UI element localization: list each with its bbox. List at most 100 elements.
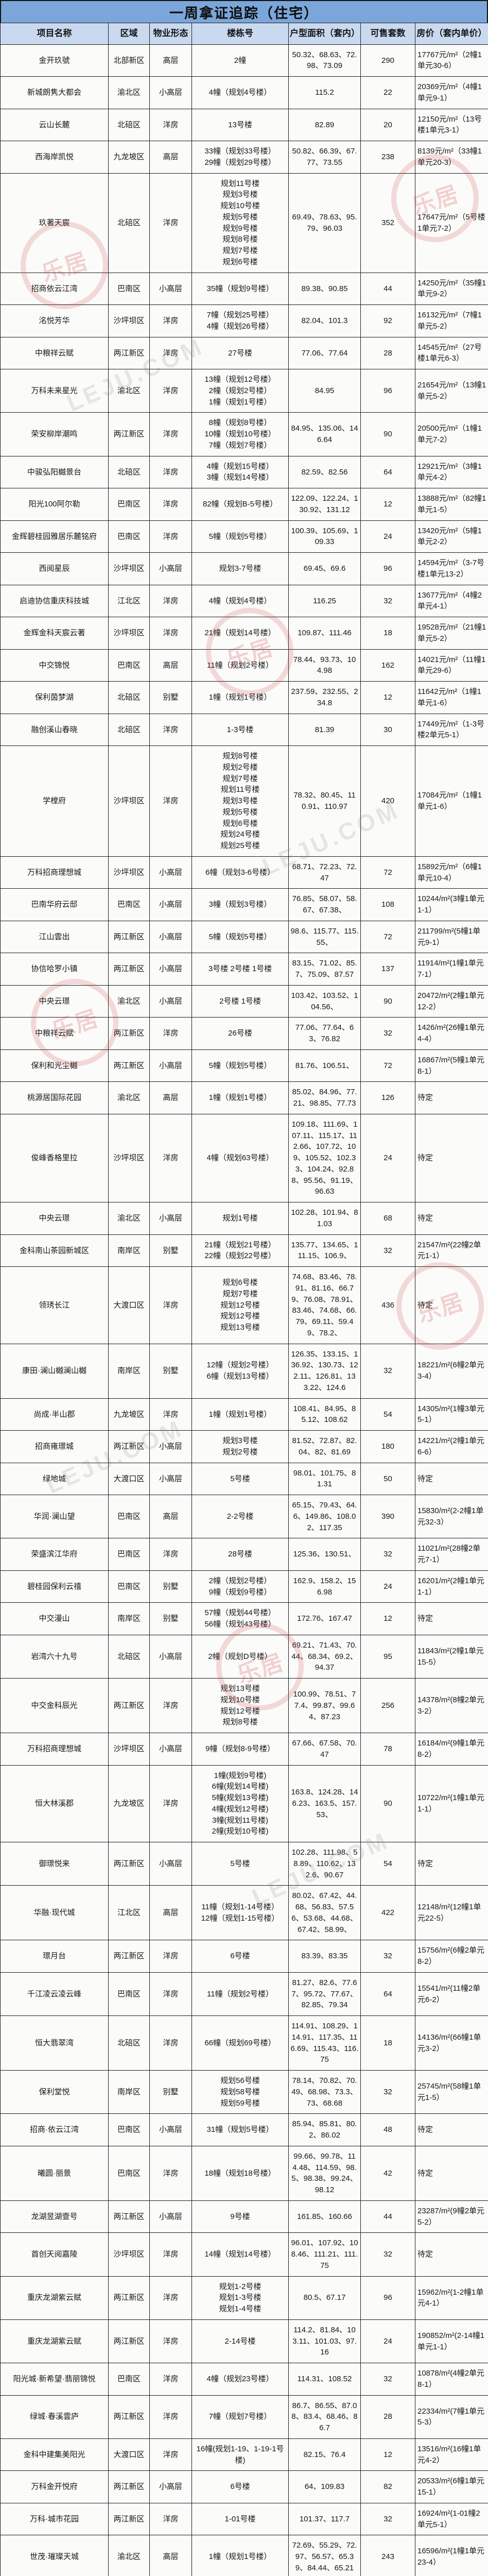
unit-area-cell: 161.85、160.66	[289, 2200, 361, 2233]
unit-area-cell: 172.76、167.47	[289, 1603, 361, 1635]
sellable-units-cell: 44	[361, 273, 415, 305]
unit-area-cell: 162.9、158.2、156.98	[289, 1570, 361, 1603]
header-project-name: 项目名称	[1, 23, 109, 45]
project-name-cell: 金科中建集美阳光	[1, 2438, 109, 2471]
unit-area-cell: 116.25	[289, 585, 361, 617]
property-type-cell: 洋房	[150, 1972, 192, 2015]
region-cell: 两江新区	[109, 2276, 150, 2319]
region-cell: 北碚区	[109, 1635, 150, 1678]
table-row: 金开玖號 北部新区 高层 2幢 50.32、68.63、72.98、73.09 …	[1, 44, 488, 77]
property-type-cell: 洋房	[150, 2233, 192, 2276]
region-cell: 沙坪坝区	[109, 553, 150, 585]
project-name-cell: 融创溪山春晓	[1, 714, 109, 746]
price-cell: 10244/m²(3幢1单元1-1）	[415, 889, 488, 921]
sellable-units-cell: 30	[361, 714, 415, 746]
sellable-units-cell: 64	[361, 1972, 415, 2015]
unit-area-cell: 80.02、67.42、44.68、56.83、57.56、53.68、44.6…	[289, 1886, 361, 1940]
price-cell: 16596/m²(1幢1单元23-4）	[415, 2535, 488, 2576]
project-name-cell: 招商依云江湾	[1, 273, 109, 305]
sellable-units-cell: 54	[361, 1842, 415, 1886]
unit-area-cell: 76.85、58.07、58.67、67.38、	[289, 889, 361, 921]
unit-area-cell: 100.39、105.69、109.33	[289, 520, 361, 553]
project-name-cell: 西海岸凯悦	[1, 141, 109, 174]
unit-area-cell: 102.28、111.98、58.89、110.62、132.6、90.67	[289, 1842, 361, 1886]
property-type-cell: 小高层	[150, 985, 192, 1018]
property-type-cell: 洋房	[150, 617, 192, 650]
sellable-units-cell: 42	[361, 2146, 415, 2200]
sellable-units-cell: 72	[361, 856, 415, 889]
price-cell: 20533/m²(6幢1单元15-1）	[415, 2471, 488, 2503]
sellable-units-cell: 32	[361, 2363, 415, 2396]
region-cell: 沙坪坝区	[109, 2233, 150, 2276]
property-type-cell: 小高层	[150, 553, 192, 585]
table-row: 华润·澜山望 巴南区 高层 2-2号楼 65.15、79.43、64.6、149…	[1, 1495, 488, 1538]
unit-area-cell: 98.01、101.75、81.31	[289, 1463, 361, 1495]
building-number-cell: 5幢（规划5号楼）	[192, 520, 289, 553]
price-cell: 11021/m²(28幢2单元7-1）	[415, 1538, 488, 1571]
project-name-cell: 中交金科辰光	[1, 1679, 109, 1733]
region-cell: 两江新区	[109, 2471, 150, 2503]
table-row: 俊峰香格里拉 沙坪坝区 洋房 4幢（规划63号楼） 109.18、111.69、…	[1, 1114, 488, 1202]
region-cell: 九龙坡区	[109, 141, 150, 174]
region-cell: 江北区	[109, 585, 150, 617]
property-type-cell: 洋房	[150, 585, 192, 617]
building-number-cell: 31幢（规划5号楼）	[192, 2114, 289, 2146]
project-name-cell: 华融·现代城	[1, 1886, 109, 1940]
table-row: 恒大翡翠湾 北碚区 洋房 66幢（规划69号楼） 114.91、108.29、1…	[1, 2016, 488, 2071]
region-cell: 北碚区	[109, 173, 150, 273]
project-name-cell: 江山雲出	[1, 921, 109, 953]
table-row: 中交锦悦 巴南区 高层 11幢（规划2号楼） 78.44、93.73、104.9…	[1, 649, 488, 682]
project-name-cell: 万科金开悦府	[1, 2471, 109, 2503]
sellable-units-cell: 352	[361, 173, 415, 273]
region-cell: 沙坪坝区	[109, 1114, 150, 1202]
building-number-cell: 13幢（规划12号楼）2幢（规划2号楼）1幢（规划1号楼）	[192, 369, 289, 413]
sellable-units-cell: 238	[361, 141, 415, 174]
sellable-units-cell: 12	[361, 682, 415, 714]
project-name-cell: 俊峰香格里拉	[1, 1114, 109, 1202]
property-type-cell: 高层	[150, 649, 192, 682]
property-type-cell: 洋房	[150, 173, 192, 273]
price-cell: 16867/m²(5幢1单元8-1）	[415, 1049, 488, 1082]
sellable-units-cell: 20	[361, 109, 415, 141]
project-name-cell: 金开玖號	[1, 44, 109, 77]
sellable-units-cell: 32	[361, 1940, 415, 1973]
price-cell: 14378/m²(8幢2单元3-2）	[415, 1679, 488, 1733]
table-row: 恒大林溪郡 九龙坡区 洋房 1幢(规划9号楼)6幢(规划14号楼)5幢(规划13…	[1, 1765, 488, 1842]
project-name-cell: 中骏弘阳樾景台	[1, 456, 109, 488]
region-cell: 南岸区	[109, 1344, 150, 1398]
building-number-cell: 规划56号楼规划58号楼规划59号楼	[192, 2071, 289, 2114]
unit-area-cell: 85.02、84.96、77.21、98.85、77.73	[289, 1082, 361, 1114]
header-unit-area: 户型面积（套内）	[289, 23, 361, 45]
region-cell: 两江新区	[109, 1842, 150, 1886]
table-row: 保利茵梦湖 北碚区 别墅 1幢（规划1号楼） 237.59、232.55、234…	[1, 682, 488, 714]
price-cell: 待定	[415, 1082, 488, 1114]
table-row: 尚成·半山郡 九龙坡区 洋房 1幢（规划1号楼） 108.41、84.95、85…	[1, 1398, 488, 1431]
property-type-cell: 小高层	[150, 1049, 192, 1082]
sellable-units-cell: 420	[361, 746, 415, 857]
building-number-cell: 4幢（规划4号楼）	[192, 77, 289, 109]
sellable-units-cell: 180	[361, 1431, 415, 1463]
unit-area-cell: 89.38、90.85	[289, 273, 361, 305]
region-cell: 北碚区	[109, 682, 150, 714]
building-number-cell: 1-01号楼	[192, 2503, 289, 2535]
building-number-cell: 1幢(规划9号楼)6幢(规划14号楼)5幢(规划13号楼)4幢(规划12号楼)3…	[192, 1765, 289, 1842]
price-cell: 18221/m²(6幢2单元3-4）	[415, 1344, 488, 1398]
sellable-units-cell: 90	[361, 985, 415, 1018]
building-number-cell: 规划3号楼规划2号楼	[192, 1431, 289, 1463]
building-number-cell: 16幢(规划1-19、1-19-1号楼)	[192, 2438, 289, 2471]
unit-area-cell: 103.42、103.52、104.56、	[289, 985, 361, 1018]
building-number-cell: 21幢（规划21号楼）22幢（规划22号楼）	[192, 1234, 289, 1267]
table-row: 启迪协信重庆科技城 江北区 洋房 4幢（规划4号楼） 116.25 32 136…	[1, 585, 488, 617]
unit-area-cell: 84.95	[289, 369, 361, 413]
project-name-cell: 云山长麓	[1, 109, 109, 141]
price-cell: 190852/m²(2-14幢1单元1-1）	[415, 2319, 488, 2363]
project-name-cell: 恒大林溪郡	[1, 1765, 109, 1842]
project-name-cell: 重庆龙湖紫云赋	[1, 2276, 109, 2319]
project-name-cell: 巴南华府云邸	[1, 889, 109, 921]
project-name-cell: 中粮祥云赋	[1, 337, 109, 369]
property-type-cell: 小高层	[150, 1842, 192, 1886]
building-number-cell: 2-2号楼	[192, 1495, 289, 1538]
property-type-cell: 洋房	[150, 1114, 192, 1202]
sellable-units-cell: 24	[361, 520, 415, 553]
unit-area-cell: 109.87、111.46	[289, 617, 361, 650]
